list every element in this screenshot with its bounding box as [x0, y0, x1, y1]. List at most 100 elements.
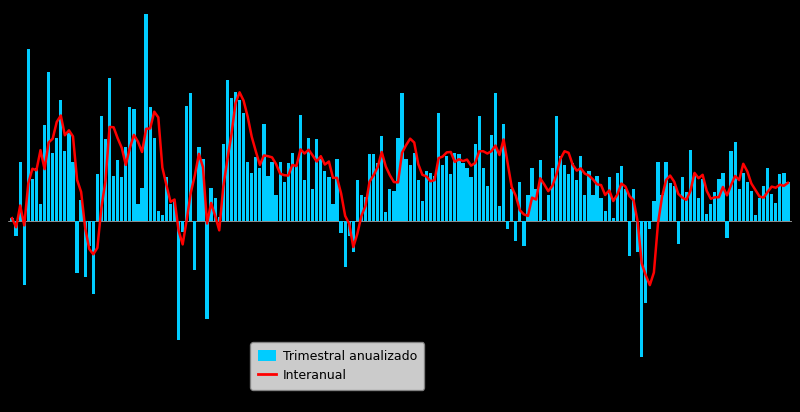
Bar — [270, 162, 274, 221]
Bar — [165, 177, 168, 221]
Bar — [286, 164, 290, 221]
Bar — [685, 192, 688, 221]
Bar — [563, 165, 566, 221]
Bar — [718, 179, 721, 221]
Bar — [157, 211, 160, 221]
Bar — [222, 144, 225, 221]
Bar — [762, 186, 765, 221]
Bar — [79, 200, 82, 221]
Bar — [620, 166, 623, 221]
Bar — [417, 180, 420, 221]
Bar — [92, 221, 95, 294]
Bar — [782, 173, 786, 221]
Bar — [441, 165, 444, 221]
Bar — [579, 156, 582, 221]
Bar — [39, 204, 42, 221]
Bar — [343, 221, 346, 267]
Bar — [26, 49, 30, 221]
Bar — [282, 182, 286, 221]
Bar — [214, 199, 217, 221]
Bar — [388, 189, 391, 221]
Bar — [734, 142, 737, 221]
Bar — [766, 168, 770, 221]
Bar — [425, 171, 428, 221]
Bar — [128, 107, 131, 221]
Bar — [429, 173, 432, 221]
Bar — [120, 177, 123, 221]
Bar — [697, 199, 700, 221]
Bar — [352, 221, 355, 252]
Bar — [258, 168, 262, 221]
Bar — [339, 221, 342, 233]
Bar — [571, 164, 574, 221]
Bar — [234, 92, 237, 221]
Bar — [368, 154, 371, 221]
Bar — [112, 176, 115, 221]
Bar — [169, 204, 172, 221]
Bar — [185, 105, 188, 221]
Bar — [210, 188, 213, 221]
Bar — [22, 221, 26, 285]
Bar — [63, 151, 66, 221]
Bar — [30, 179, 34, 221]
Bar — [567, 174, 570, 221]
Bar — [303, 180, 306, 221]
Bar — [669, 183, 672, 221]
Bar — [490, 134, 493, 221]
Bar — [454, 153, 457, 221]
Bar — [254, 157, 258, 221]
Bar — [124, 147, 127, 221]
Bar — [530, 168, 534, 221]
Bar — [294, 166, 298, 221]
Bar — [681, 177, 684, 221]
Bar — [55, 138, 58, 221]
Bar — [96, 174, 99, 221]
Bar — [498, 206, 501, 221]
Bar — [701, 179, 704, 221]
Bar — [506, 221, 510, 229]
Bar — [202, 159, 205, 221]
Bar — [636, 221, 639, 252]
Bar — [392, 191, 395, 221]
Bar — [67, 133, 70, 221]
Bar — [71, 162, 74, 221]
Bar — [315, 139, 318, 221]
Bar — [437, 113, 440, 221]
Bar — [758, 199, 761, 221]
Bar — [364, 197, 367, 221]
Bar — [290, 153, 294, 221]
Bar — [462, 164, 465, 221]
Bar — [514, 221, 518, 241]
Bar — [550, 168, 554, 221]
Bar — [722, 173, 725, 221]
Bar — [246, 162, 250, 221]
Bar — [693, 173, 696, 221]
Bar — [607, 177, 611, 221]
Bar — [266, 176, 270, 221]
Bar — [689, 150, 692, 221]
Bar — [242, 113, 246, 221]
Bar — [149, 107, 152, 221]
Bar — [413, 153, 416, 221]
Bar — [145, 14, 148, 221]
Bar — [206, 221, 209, 318]
Bar — [478, 116, 481, 221]
Bar — [218, 217, 221, 221]
Bar — [226, 80, 229, 221]
Bar — [307, 138, 310, 221]
Bar — [774, 203, 778, 221]
Bar — [665, 162, 668, 221]
Bar — [648, 221, 651, 229]
Bar — [656, 162, 659, 221]
Bar — [510, 189, 514, 221]
Bar — [750, 191, 753, 221]
Bar — [421, 201, 424, 221]
Bar — [583, 195, 586, 221]
Bar — [161, 215, 164, 221]
Bar — [380, 136, 383, 221]
Bar — [153, 138, 156, 221]
Bar — [360, 195, 363, 221]
Bar — [474, 144, 477, 221]
Bar — [554, 116, 558, 221]
Bar — [376, 164, 379, 221]
